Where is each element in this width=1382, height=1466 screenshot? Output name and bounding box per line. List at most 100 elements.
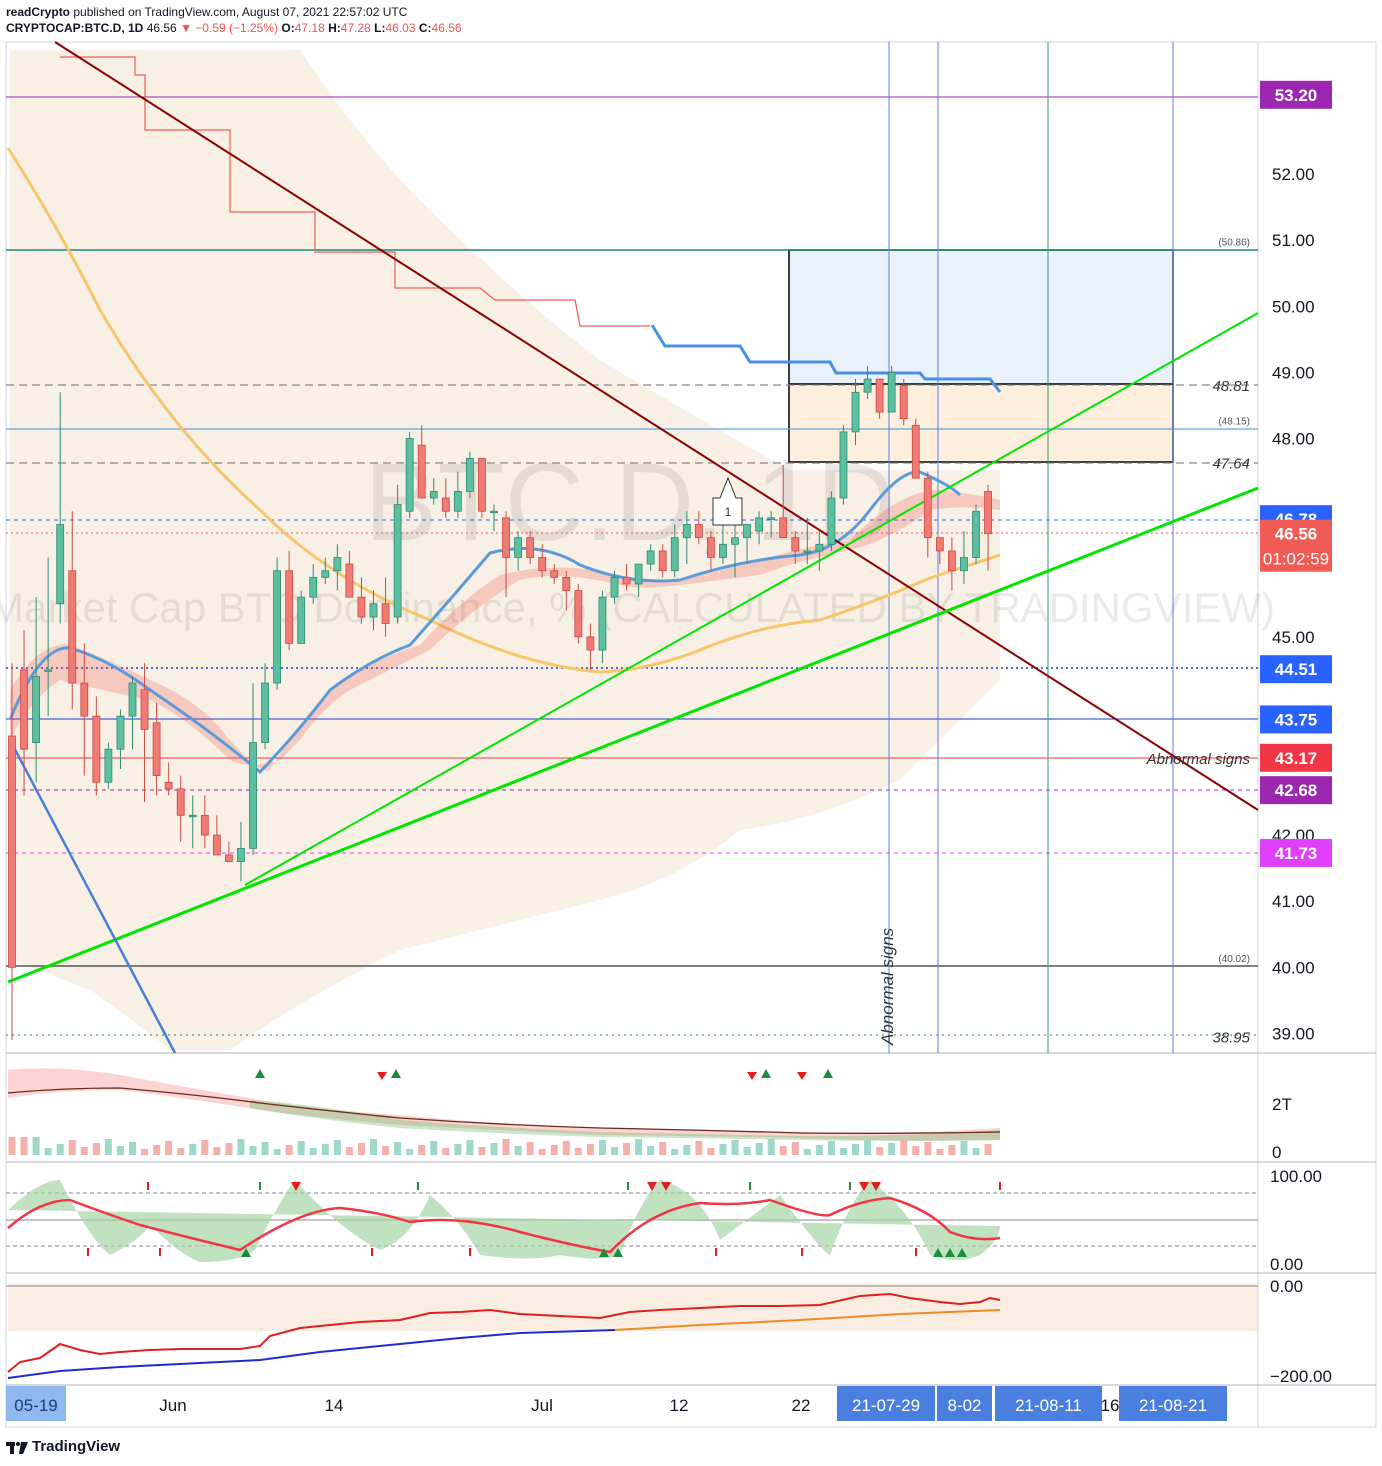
- volume-bar: [129, 1142, 136, 1155]
- candle[interactable]: [478, 457, 486, 518]
- candle[interactable]: [140, 663, 149, 803]
- candle[interactable]: [815, 531, 824, 571]
- candle[interactable]: [827, 491, 836, 551]
- candle[interactable]: [598, 590, 607, 664]
- candle[interactable]: [321, 557, 330, 584]
- candle[interactable]: [417, 425, 426, 499]
- candle[interactable]: [755, 511, 763, 545]
- green-trendline-lower[interactable]: [7, 486, 1259, 984]
- candle[interactable]: [719, 524, 727, 565]
- candle[interactable]: [634, 563, 643, 598]
- candle[interactable]: [803, 517, 812, 565]
- candle[interactable]: [20, 630, 28, 796]
- candle[interactable]: [984, 484, 992, 571]
- volume-bar: [791, 1142, 799, 1155]
- candle[interactable]: [622, 564, 631, 591]
- oscillator-tick: [849, 1182, 851, 1190]
- candle[interactable]: [490, 504, 498, 532]
- candle[interactable]: [851, 379, 860, 446]
- candle[interactable]: [405, 431, 414, 518]
- candle[interactable]: [743, 524, 751, 565]
- candle[interactable]: [357, 577, 366, 624]
- candle[interactable]: [960, 531, 968, 584]
- candle[interactable]: [923, 471, 932, 558]
- author-name[interactable]: readCrypto: [6, 5, 71, 19]
- candle[interactable]: [562, 570, 571, 611]
- candle[interactable]: [610, 570, 619, 604]
- candle[interactable]: [526, 531, 535, 565]
- price-axis[interactable]: 52.0051.0050.0049.0048.0045.0042.0041.00…: [1272, 165, 1315, 1043]
- candle[interactable]: [465, 451, 474, 499]
- callout-1[interactable]: 1: [712, 476, 743, 526]
- blue-trendline[interactable]: [8, 739, 177, 1054]
- candle[interactable]: [429, 478, 438, 505]
- candle-series[interactable]: [8, 365, 992, 1041]
- candle[interactable]: [285, 550, 294, 651]
- candle[interactable]: [574, 583, 583, 644]
- candle[interactable]: [32, 597, 40, 783]
- candle[interactable]: [104, 742, 113, 789]
- sell-signal-icon: [871, 1182, 881, 1191]
- candle[interactable]: [297, 590, 306, 644]
- candle[interactable]: [550, 564, 559, 584]
- candle[interactable]: [176, 775, 185, 842]
- candle[interactable]: [309, 564, 318, 604]
- candle[interactable]: [369, 590, 378, 631]
- candle[interactable]: [188, 795, 197, 849]
- candle[interactable]: [707, 531, 715, 571]
- brand-name[interactable]: TradingView: [32, 1438, 121, 1455]
- volume-bar: [466, 1140, 474, 1155]
- candle[interactable]: [273, 557, 282, 690]
- candle[interactable]: [586, 623, 595, 670]
- candle[interactable]: [164, 762, 173, 796]
- candle[interactable]: [911, 418, 920, 479]
- candle[interactable]: [80, 643, 89, 776]
- candle[interactable]: [839, 425, 848, 505]
- candle[interactable]: [863, 365, 872, 399]
- candle[interactable]: [8, 663, 16, 1041]
- candle[interactable]: [670, 524, 679, 578]
- candle[interactable]: [393, 484, 402, 624]
- candle[interactable]: [56, 392, 65, 624]
- candle[interactable]: [453, 471, 462, 518]
- candle[interactable]: [116, 709, 125, 770]
- time-axis[interactable]: Jun 14 Jul 12 22 16 05-19 21-07-29 8-02 21-08-11 2…: [6, 1386, 1227, 1421]
- candle[interactable]: [731, 524, 739, 578]
- candle[interactable]: [887, 365, 896, 413]
- candle[interactable]: [128, 676, 137, 750]
- candle[interactable]: [249, 683, 257, 855]
- dark-red-trendline[interactable]: [54, 41, 1259, 811]
- candle[interactable]: [658, 544, 667, 578]
- candle[interactable]: [646, 544, 655, 571]
- candle[interactable]: [92, 696, 101, 796]
- candle[interactable]: [345, 550, 354, 598]
- candle[interactable]: [237, 821, 245, 882]
- candle[interactable]: [538, 544, 547, 578]
- candle[interactable]: [899, 379, 908, 426]
- candle[interactable]: [152, 702, 161, 796]
- candle[interactable]: [779, 464, 788, 539]
- candle[interactable]: [44, 557, 53, 717]
- candle[interactable]: [694, 511, 703, 545]
- candle[interactable]: [875, 378, 884, 419]
- candle[interactable]: [682, 511, 691, 565]
- candle[interactable]: [948, 537, 956, 591]
- candle[interactable]: [514, 531, 522, 571]
- candle[interactable]: [212, 815, 221, 856]
- candle[interactable]: [261, 663, 269, 750]
- candle[interactable]: [935, 537, 944, 565]
- symbol-name[interactable]: CRYPTOCAP:BTC.D, 1D: [6, 21, 144, 35]
- candle[interactable]: [333, 544, 342, 591]
- candle[interactable]: [767, 511, 776, 538]
- candle[interactable]: [381, 577, 390, 637]
- green-trendline-upper[interactable]: [244, 312, 1259, 886]
- candle[interactable]: [224, 841, 233, 862]
- candle[interactable]: [441, 478, 450, 518]
- candle[interactable]: [68, 511, 77, 710]
- candle[interactable]: [972, 504, 980, 565]
- candle[interactable]: [502, 511, 510, 598]
- volume-bar: [249, 1146, 257, 1155]
- candle[interactable]: [791, 531, 800, 565]
- candle[interactable]: [200, 795, 209, 849]
